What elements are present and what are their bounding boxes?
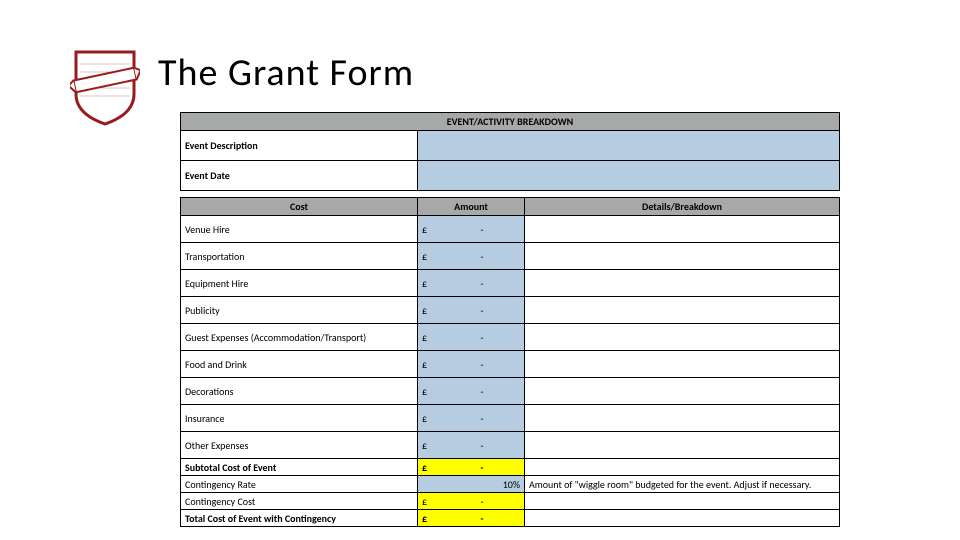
amount-input[interactable]: - bbox=[440, 324, 525, 351]
subtotal-row: Subtotal Cost of Event £ - bbox=[181, 459, 840, 476]
currency-symbol: £ bbox=[418, 351, 441, 378]
event-description-input[interactable] bbox=[418, 131, 840, 161]
cost-label: Other Expenses bbox=[181, 432, 418, 459]
details-input[interactable] bbox=[525, 405, 840, 432]
subtotal-details bbox=[525, 459, 840, 476]
event-meta-table: Event Description Event Date bbox=[180, 130, 840, 191]
total-label: Total Cost of Event with Contingency bbox=[181, 510, 418, 527]
contingency-rate-input[interactable]: 10% bbox=[440, 476, 525, 493]
contingency-cost-row: Contingency Cost £ - bbox=[181, 493, 840, 510]
cost-label: Publicity bbox=[181, 297, 418, 324]
total-details bbox=[525, 510, 840, 527]
cost-label: Equipment Hire bbox=[181, 270, 418, 297]
cost-header-row: Cost Amount Details/Breakdown bbox=[181, 198, 840, 216]
contingency-cost-label: Contingency Cost bbox=[181, 493, 418, 510]
slide: The Grant Form EVENT/ACTIVITY BREAKDOWN … bbox=[0, 0, 960, 540]
currency-symbol: £ bbox=[418, 270, 441, 297]
blank-cell bbox=[418, 476, 441, 493]
details-input[interactable] bbox=[525, 270, 840, 297]
col-amount: Amount bbox=[418, 198, 525, 216]
details-input[interactable] bbox=[525, 432, 840, 459]
cost-row: Decorations£- bbox=[181, 378, 840, 405]
amount-input[interactable]: - bbox=[440, 216, 525, 243]
meta-row: Event Description bbox=[181, 131, 840, 161]
cost-row: Transportation£- bbox=[181, 243, 840, 270]
cost-row: Food and Drink£- bbox=[181, 351, 840, 378]
contingency-rate-label: Contingency Rate bbox=[181, 476, 418, 493]
details-input[interactable] bbox=[525, 216, 840, 243]
cost-row: Venue Hire£- bbox=[181, 216, 840, 243]
cost-label: Guest Expenses (Accommodation/Transport) bbox=[181, 324, 418, 351]
amount-input[interactable]: - bbox=[440, 378, 525, 405]
details-input[interactable] bbox=[525, 297, 840, 324]
contingency-rate-row: Contingency Rate 10% Amount of "wiggle r… bbox=[181, 476, 840, 493]
amount-input[interactable]: - bbox=[440, 432, 525, 459]
cost-label: Decorations bbox=[181, 378, 418, 405]
cost-row: Equipment Hire£- bbox=[181, 270, 840, 297]
page-title: The Grant Form bbox=[158, 50, 414, 96]
meta-label: Event Description bbox=[181, 131, 418, 161]
event-date-input[interactable] bbox=[418, 161, 840, 191]
cost-label: Venue Hire bbox=[181, 216, 418, 243]
amount-input[interactable]: - bbox=[440, 351, 525, 378]
details-input[interactable] bbox=[525, 243, 840, 270]
amount-input[interactable]: - bbox=[440, 270, 525, 297]
cost-row: Insurance£- bbox=[181, 405, 840, 432]
total-amount: - bbox=[440, 510, 525, 527]
meta-row: Event Date bbox=[181, 161, 840, 191]
contingency-cost-amount: - bbox=[440, 493, 525, 510]
details-input[interactable] bbox=[525, 351, 840, 378]
amount-input[interactable]: - bbox=[440, 243, 525, 270]
currency-symbol: £ bbox=[418, 432, 441, 459]
logo-badge bbox=[70, 48, 140, 126]
currency-symbol: £ bbox=[418, 459, 441, 476]
currency-symbol: £ bbox=[418, 510, 441, 527]
cost-label: Food and Drink bbox=[181, 351, 418, 378]
currency-symbol: £ bbox=[418, 493, 441, 510]
cost-row: Guest Expenses (Accommodation/Transport)… bbox=[181, 324, 840, 351]
subtotal-label: Subtotal Cost of Event bbox=[181, 459, 418, 476]
currency-symbol: £ bbox=[418, 297, 441, 324]
cost-row: Publicity£- bbox=[181, 297, 840, 324]
currency-symbol: £ bbox=[418, 378, 441, 405]
amount-input[interactable]: - bbox=[440, 405, 525, 432]
currency-symbol: £ bbox=[418, 216, 441, 243]
cost-row: Other Expenses£- bbox=[181, 432, 840, 459]
cost-label: Transportation bbox=[181, 243, 418, 270]
total-row: Total Cost of Event with Contingency £ - bbox=[181, 510, 840, 527]
cost-table: Cost Amount Details/Breakdown Venue Hire… bbox=[180, 197, 840, 527]
currency-symbol: £ bbox=[418, 405, 441, 432]
grant-form: EVENT/ACTIVITY BREAKDOWN Event Descripti… bbox=[180, 112, 840, 527]
section-header: EVENT/ACTIVITY BREAKDOWN bbox=[180, 112, 840, 130]
amount-input[interactable]: - bbox=[440, 297, 525, 324]
details-input[interactable] bbox=[525, 378, 840, 405]
details-input[interactable] bbox=[525, 324, 840, 351]
col-details: Details/Breakdown bbox=[525, 198, 840, 216]
currency-symbol: £ bbox=[418, 243, 441, 270]
meta-label: Event Date bbox=[181, 161, 418, 191]
contingency-cost-details bbox=[525, 493, 840, 510]
subtotal-amount: - bbox=[440, 459, 525, 476]
currency-symbol: £ bbox=[418, 324, 441, 351]
contingency-rate-details: Amount of "wiggle room" budgeted for the… bbox=[525, 476, 840, 493]
cost-label: Insurance bbox=[181, 405, 418, 432]
col-cost: Cost bbox=[181, 198, 418, 216]
